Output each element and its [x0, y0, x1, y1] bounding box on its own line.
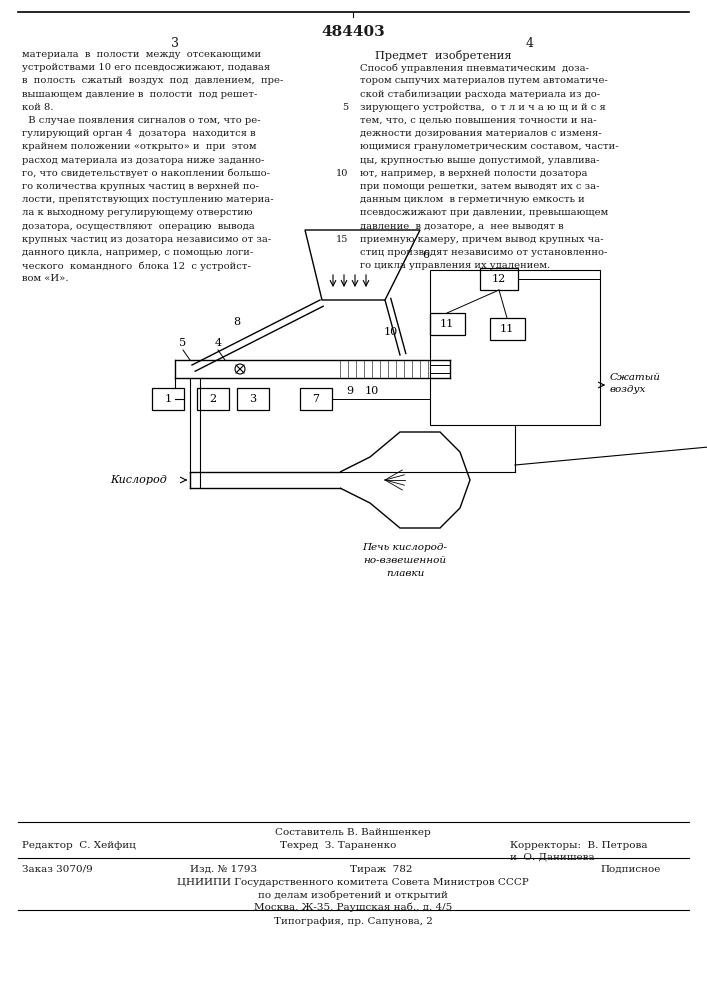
- Text: 5: 5: [342, 103, 348, 112]
- Text: крупных частиц из дозатора независимо от за-: крупных частиц из дозатора независимо от…: [22, 235, 271, 244]
- Text: Подписное: Подписное: [600, 865, 660, 874]
- Text: 4: 4: [526, 37, 534, 50]
- Text: Москва, Ж-35, Раушская наб., д. 4/5: Москва, Ж-35, Раушская наб., д. 4/5: [254, 902, 452, 912]
- Text: данного цикла, например, с помощью логи-: данного цикла, например, с помощью логи-: [22, 248, 253, 257]
- Text: 9: 9: [346, 386, 354, 396]
- Text: дежности дозирования материалов с изменя-: дежности дозирования материалов с изменя…: [360, 129, 602, 138]
- Text: вом «И».: вом «И».: [22, 274, 69, 283]
- Text: плавки: плавки: [386, 569, 424, 578]
- Text: 15: 15: [336, 235, 348, 244]
- Text: 10: 10: [365, 386, 379, 396]
- Text: при помощи решетки, затем выводят их с за-: при помощи решетки, затем выводят их с з…: [360, 182, 600, 191]
- Text: ческого  командного  блока 12  с устройст-: ческого командного блока 12 с устройст-: [22, 261, 251, 271]
- Text: 8: 8: [233, 317, 240, 327]
- Text: Изд. № 1793: Изд. № 1793: [190, 865, 257, 874]
- Text: го цикла управления их удалением.: го цикла управления их удалением.: [360, 261, 550, 270]
- Text: 7: 7: [312, 394, 320, 404]
- Text: устройствами 10 его псевдосжижают, подавая: устройствами 10 его псевдосжижают, подав…: [22, 63, 270, 72]
- Text: 6: 6: [422, 250, 429, 260]
- Bar: [430, 313, 465, 335]
- Text: стиц производят независимо от установленно-: стиц производят независимо от установлен…: [360, 248, 607, 257]
- Bar: [490, 318, 525, 340]
- Text: 2: 2: [209, 394, 216, 404]
- Text: 12: 12: [492, 274, 506, 284]
- Text: ской стабилизации расхода материала из до-: ской стабилизации расхода материала из д…: [360, 90, 600, 99]
- Text: Сжатый: Сжатый: [610, 372, 661, 381]
- Text: 3: 3: [250, 394, 257, 404]
- Bar: [430, 270, 600, 425]
- Text: ющимися гранулометрическим составом, части-: ющимися гранулометрическим составом, час…: [360, 142, 619, 151]
- Text: Техред  З. Тараненко: Техред З. Тараненко: [280, 841, 397, 850]
- Text: ЦНИИПИ Государственного комитета Совета Министров СССР: ЦНИИПИ Государственного комитета Совета …: [177, 878, 529, 887]
- Text: но-взвешенной: но-взвешенной: [363, 556, 447, 565]
- Text: Предмет  изобретения: Предмет изобретения: [375, 50, 511, 61]
- Text: 10: 10: [384, 327, 398, 337]
- Bar: [480, 268, 518, 290]
- Text: Составитель В. Вайншенкер: Составитель В. Вайншенкер: [275, 828, 431, 837]
- Text: псевдосжижают при давлении, превышающем: псевдосжижают при давлении, превышающем: [360, 208, 608, 217]
- Bar: [237, 388, 269, 410]
- Text: Типография, пр. Сапунова, 2: Типография, пр. Сапунова, 2: [274, 917, 433, 926]
- Text: 4: 4: [214, 338, 221, 348]
- Text: го количества крупных частиц в верхней по-: го количества крупных частиц в верхней п…: [22, 182, 259, 191]
- Text: В случае появления сигналов о том, что ре-: В случае появления сигналов о том, что р…: [22, 116, 261, 125]
- Text: материала  в  полости  между  отсекающими: материала в полости между отсекающими: [22, 50, 261, 59]
- Text: приемную камеру, причем вывод крупных ча-: приемную камеру, причем вывод крупных ча…: [360, 235, 604, 244]
- Text: крайнем положении «открыто» и  при  этом: крайнем положении «открыто» и при этом: [22, 142, 257, 151]
- Text: расход материала из дозатора ниже заданно-: расход материала из дозатора ниже заданн…: [22, 156, 264, 165]
- Text: вышающем давление в  полости  под решет-: вышающем давление в полости под решет-: [22, 90, 257, 99]
- Text: Корректоры:  В. Петрова: Корректоры: В. Петрова: [510, 841, 648, 850]
- Text: го, что свидетельствует о накоплении большо-: го, что свидетельствует о накоплении бол…: [22, 169, 270, 178]
- Text: 10: 10: [336, 169, 348, 178]
- Text: лости, препятствующих поступлению материа-: лости, препятствующих поступлению матери…: [22, 195, 274, 204]
- Text: 11: 11: [440, 319, 454, 329]
- Text: гулирующий орган 4  дозатора  находится в: гулирующий орган 4 дозатора находится в: [22, 129, 256, 138]
- Text: давление  в дозаторе, а  нее выводят в: давление в дозаторе, а нее выводят в: [360, 222, 563, 231]
- Bar: [300, 388, 332, 410]
- Text: воздух: воздух: [610, 385, 646, 394]
- Text: Способ управления пневматическим  доза-: Способ управления пневматическим доза-: [360, 63, 589, 73]
- Text: дозатора, осуществляют  операцию  вывода: дозатора, осуществляют операцию вывода: [22, 222, 255, 231]
- Text: ют, например, в верхней полости дозатора: ют, например, в верхней полости дозатора: [360, 169, 588, 178]
- Text: кой 8.: кой 8.: [22, 103, 54, 112]
- Text: цы, крупностью выше допустимой, улавлива-: цы, крупностью выше допустимой, улавлива…: [360, 156, 600, 165]
- Text: тором сыпучих материалов путем автоматиче-: тором сыпучих материалов путем автоматич…: [360, 76, 608, 85]
- Text: 3: 3: [171, 37, 179, 50]
- Text: Тираж  782: Тираж 782: [350, 865, 412, 874]
- Text: Заказ 3070/9: Заказ 3070/9: [22, 865, 93, 874]
- Text: 11: 11: [500, 324, 514, 334]
- Text: 1: 1: [165, 394, 172, 404]
- Text: зирующего устройства,  о т л и ч а ю щ и й с я: зирующего устройства, о т л и ч а ю щ и …: [360, 103, 606, 112]
- Text: Кислород: Кислород: [110, 475, 167, 485]
- Text: в  полость  сжатый  воздух  под  давлением,  пре-: в полость сжатый воздух под давлением, п…: [22, 76, 284, 85]
- Text: тем, что, с целью повышения точности и на-: тем, что, с целью повышения точности и н…: [360, 116, 597, 125]
- Text: Печь кислород-: Печь кислород-: [363, 543, 448, 552]
- Text: по делам изобретений и открытий: по делам изобретений и открытий: [258, 890, 448, 900]
- Text: 484403: 484403: [321, 25, 385, 39]
- Bar: [152, 388, 184, 410]
- Text: 5: 5: [180, 338, 187, 348]
- Text: данным циклом  в герметичную емкость и: данным циклом в герметичную емкость и: [360, 195, 585, 204]
- Bar: [197, 388, 229, 410]
- Text: и  О. Данишева: и О. Данишева: [510, 853, 595, 862]
- Text: ла к выходному регулирующему отверстию: ла к выходному регулирующему отверстию: [22, 208, 252, 217]
- Text: Редактор  С. Хейфиц: Редактор С. Хейфиц: [22, 841, 136, 850]
